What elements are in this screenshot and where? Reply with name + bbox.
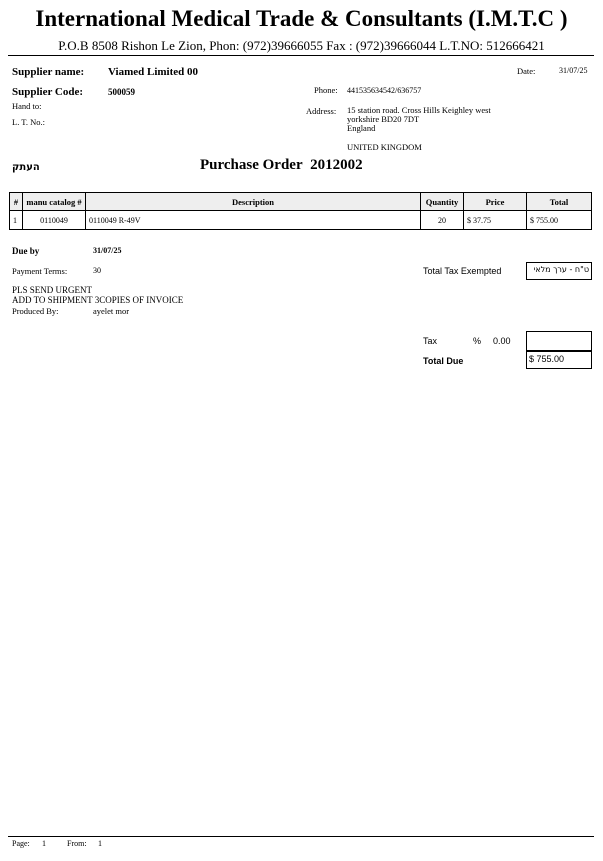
address-line: yorkshire BD20 7DT — [347, 114, 420, 124]
total-due-value: $ 755.00 — [526, 351, 592, 369]
page-count: 1 — [98, 839, 102, 848]
order-title-text: Purchase Order — [200, 157, 303, 173]
supplier-code-label: Supplier Code: — [12, 86, 84, 98]
tax-exempt-label: Total Tax Exempted — [423, 266, 502, 276]
page-label: Page: — [12, 839, 30, 848]
tax-exempt-value: ט"ח - ערך מלאי — [526, 262, 592, 280]
col-header: Quantity — [420, 192, 464, 211]
cell-quantity: 20 — [420, 210, 464, 230]
cell-description: 0110049 R-49V — [85, 210, 421, 230]
address-label: Address: — [306, 106, 337, 116]
notes: PLS SEND URGENT ADD TO SHIPMENT 3COPIES … — [12, 285, 183, 305]
supplier-name-label: Supplier name: — [12, 66, 85, 78]
lt-no-label: L. T. No.: — [12, 117, 45, 127]
col-header: manu catalog # — [22, 192, 86, 211]
address-value: 15 station road. Cross Hills Keighley we… — [347, 106, 491, 133]
col-header: Price — [463, 192, 527, 211]
copy-label: העתק — [12, 162, 40, 173]
from-label: From: — [67, 839, 87, 848]
total-due-label: Total Due — [423, 356, 464, 366]
table-header-row: # manu catalog # Description Quantity Pr… — [9, 192, 592, 211]
supplier-name: Viamed Limited 00 — [108, 66, 199, 78]
tax-percent: 0.00 — [493, 336, 511, 346]
address-line: England — [347, 123, 376, 133]
cell-price: $ 37.75 — [463, 210, 527, 230]
table-row: 1 0110049 0110049 R-49V 20 $ 37.75 $ 755… — [9, 210, 592, 230]
cell-catalog: 0110049 — [22, 210, 86, 230]
produced-by-value: ayelet mor — [93, 306, 130, 316]
due-by-value: 31/07/25 — [93, 246, 122, 255]
supplier-code: 500059 — [108, 87, 135, 97]
order-title: Purchase Order 2012002 — [200, 157, 363, 174]
items-table: # manu catalog # Description Quantity Pr… — [9, 192, 592, 230]
company-contact: P.O.B 8508 Rishon Le Zion, Phon: (972)39… — [58, 38, 545, 53]
tax-label: Tax — [423, 336, 438, 346]
page-number: 1 — [42, 839, 46, 848]
tax-percent-symbol: % — [473, 336, 482, 346]
col-header: Total — [526, 192, 592, 211]
cell-index: 1 — [9, 210, 23, 230]
payment-terms-label: Payment Terms: — [12, 266, 68, 276]
date-label: Date: — [517, 66, 536, 76]
hand-to-label: Hand to: — [12, 101, 42, 111]
produced-by-label: Produced By: — [12, 306, 59, 316]
order-number: 2012002 — [310, 157, 363, 173]
header-divider — [8, 55, 594, 56]
country: UNITED KINGDOM — [347, 142, 422, 152]
due-by-label: Due by — [12, 246, 40, 256]
col-header: Description — [85, 192, 421, 211]
note-line: ADD TO SHIPMENT 3COPIES OF INVOICE — [12, 295, 184, 305]
address-line: 15 station road. Cross Hills Keighley we… — [347, 105, 491, 115]
company-name: International Medical Trade & Consultant… — [35, 6, 568, 31]
tax-value — [526, 331, 592, 351]
payment-terms-value: 30 — [93, 266, 101, 275]
note-line: PLS SEND URGENT — [12, 285, 93, 295]
footer-divider — [8, 836, 594, 837]
date-value: 31/07/25 — [559, 66, 588, 75]
cell-total: $ 755.00 — [526, 210, 592, 230]
phone-label: Phone: — [314, 85, 338, 95]
col-header: # — [9, 192, 23, 211]
phone-value: 441535634542/636757 — [347, 86, 422, 95]
